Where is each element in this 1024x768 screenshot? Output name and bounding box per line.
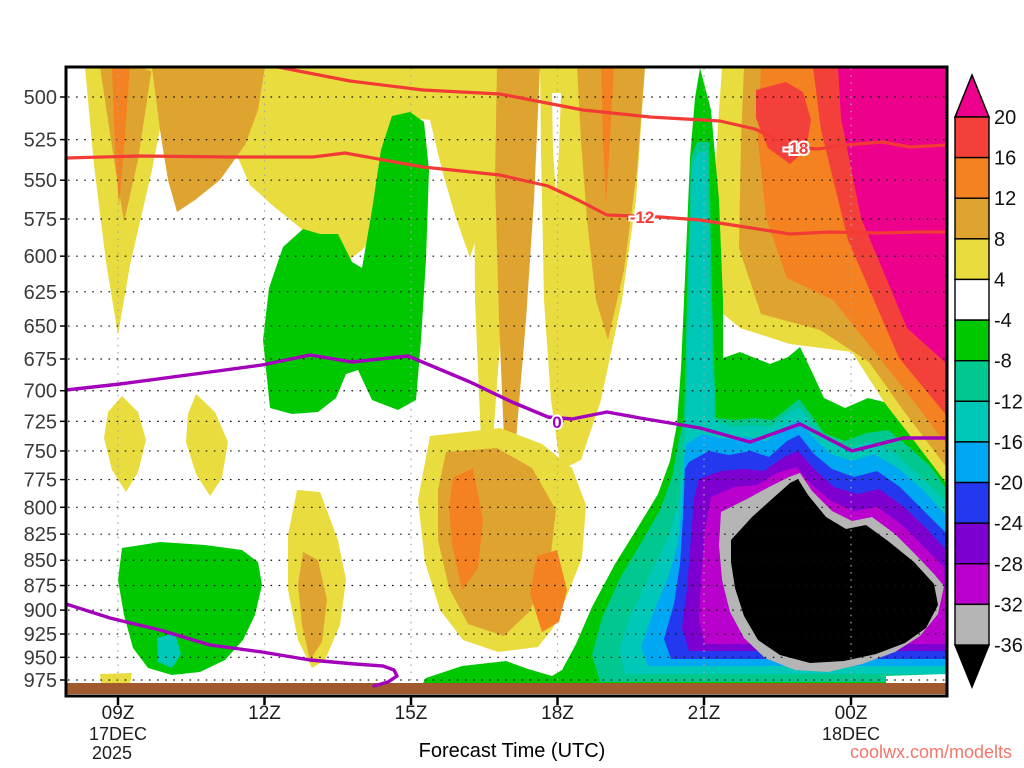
- colorbar-tick-label: -16: [994, 432, 1023, 454]
- omega-shading-orange: [449, 468, 483, 590]
- colorbar-segment-white: [954, 278, 990, 321]
- y-axis-tick-label: 925: [24, 624, 57, 646]
- y-axis-tick-label: 850: [24, 550, 57, 572]
- y-axis-tick-label: 800: [24, 497, 57, 519]
- omega-shading-orange: [601, 67, 614, 205]
- colorbar-tick-label: 20: [994, 107, 1016, 129]
- y-axis-tick-label: 600: [24, 246, 57, 268]
- contour-label-dendritic-growth-minus18C: -18: [784, 139, 809, 158]
- omega-shading-white: [552, 93, 561, 196]
- contour-label-freezing-level-0C-upper: 0: [552, 413, 561, 432]
- omega-shading-gold: [577, 67, 645, 340]
- y-axis-tick-label: 975: [24, 670, 57, 692]
- contour-line-dendritic-growth-minus12C: [66, 151, 947, 236]
- omega-shading-red: [756, 82, 811, 164]
- colorbar-segment-gray: [954, 603, 990, 646]
- x-axis-tick-label: 00Z: [835, 703, 868, 724]
- colorbar-segment-tealgreen: [954, 359, 990, 403]
- colorbar-segment-yellow: [954, 238, 990, 281]
- x-axis-tick-label: 12Z: [248, 703, 281, 724]
- y-axis-tick-label: 875: [24, 576, 57, 598]
- colorbar-tick-label: 12: [994, 188, 1016, 210]
- colorbar-tick-label: 16: [994, 148, 1016, 170]
- omega-shading-yellow: [104, 396, 146, 492]
- colorbar-tick-label: 8: [994, 229, 1005, 251]
- contour-line-dendritic-growth-minus18C: [276, 67, 947, 151]
- surface-terrain-band: [66, 683, 947, 694]
- colorbar-tick-label: -4: [994, 310, 1012, 332]
- x-axis-tick-label: 21Z: [688, 703, 721, 724]
- x-axis-date-label-17dec: 17DEC: [88, 724, 148, 744]
- y-axis-tick-label: 625: [24, 282, 57, 304]
- omega-shading-gold: [100, 67, 152, 222]
- x-axis-date-label-18dec: 18DEC: [821, 724, 881, 744]
- y-axis-tick-label: 725: [24, 411, 57, 433]
- y-axis-tick-label: 675: [24, 349, 57, 371]
- plot-frame: [64, 65, 949, 698]
- contour-line-freezing-level-0C-upper: [66, 353, 947, 453]
- colorbar-tick-label: 4: [994, 269, 1005, 291]
- colorbar-tick-label: -36: [994, 635, 1023, 657]
- colorbar-segment-orange: [954, 156, 990, 199]
- omega-shading-gold: [495, 67, 540, 440]
- x-axis-tick-label: 15Z: [395, 703, 428, 724]
- x-axis-year-label: 2025: [91, 743, 133, 763]
- colorbar-segment-red: [954, 116, 990, 159]
- omega-shading-green: [118, 542, 262, 675]
- colorbar-tick-label: -28: [994, 554, 1023, 576]
- contour-line-freezing-level-0C-lower: [66, 602, 399, 688]
- y-axis-tick-label: 750: [24, 441, 57, 463]
- y-axis-tick-label: 500: [24, 87, 57, 109]
- colorbar-segment-blue: [954, 481, 990, 524]
- plot-area: [66, 67, 947, 694]
- x-axis-tick-label: 09Z: [102, 703, 135, 724]
- omega-shading-gold: [298, 552, 327, 660]
- omega-shading-black: [731, 479, 938, 663]
- x-axis-title: Forecast Time (UTC): [418, 740, 606, 762]
- y-axis-tick-label: 950: [24, 647, 57, 669]
- watermark-text: coolwx.com/modelts: [849, 742, 1012, 762]
- colorbar-segment-sky: [954, 441, 990, 484]
- y-axis-tick-label: 700: [24, 381, 57, 403]
- omega-shading-yellow: [186, 394, 228, 496]
- x-axis-tick-label: 18Z: [541, 703, 574, 724]
- colorbar-tick-label: -24: [994, 513, 1023, 535]
- contour-label-dendritic-growth-minus12C: -12: [630, 208, 655, 227]
- omega-shading-green: [263, 112, 429, 414]
- colorbar-tick-label: -20: [994, 473, 1023, 495]
- colorbar-tick-label: -8: [994, 351, 1012, 373]
- colorbar-segment-violet: [954, 522, 990, 565]
- colorbar-segment-gold: [954, 197, 990, 240]
- colorbar-tick-label: -32: [994, 594, 1023, 616]
- omega-shading-white: [886, 674, 947, 684]
- colorbar-tick-label: -12: [994, 391, 1023, 413]
- y-axis-tick-label: 775: [24, 470, 57, 492]
- colorbar-segment-teal: [954, 400, 990, 443]
- colorbar-segment-purpmag: [954, 563, 990, 606]
- omega-shading-teal: [157, 633, 181, 668]
- y-axis-tick-label: 825: [24, 524, 57, 546]
- y-axis-tick-label: 900: [24, 600, 57, 622]
- y-axis-tick-label: 575: [24, 209, 57, 231]
- y-axis-tick-label: 525: [24, 130, 57, 152]
- y-axis-tick-label: 550: [24, 170, 57, 192]
- omega-shading-magenta: [838, 67, 947, 364]
- y-axis-tick-label: 650: [24, 316, 57, 338]
- omega-shading-orange: [530, 550, 567, 632]
- omega-shading-gold: [152, 67, 265, 212]
- colorbar-segment-green: [954, 319, 990, 362]
- omega-shading-orange: [112, 67, 130, 205]
